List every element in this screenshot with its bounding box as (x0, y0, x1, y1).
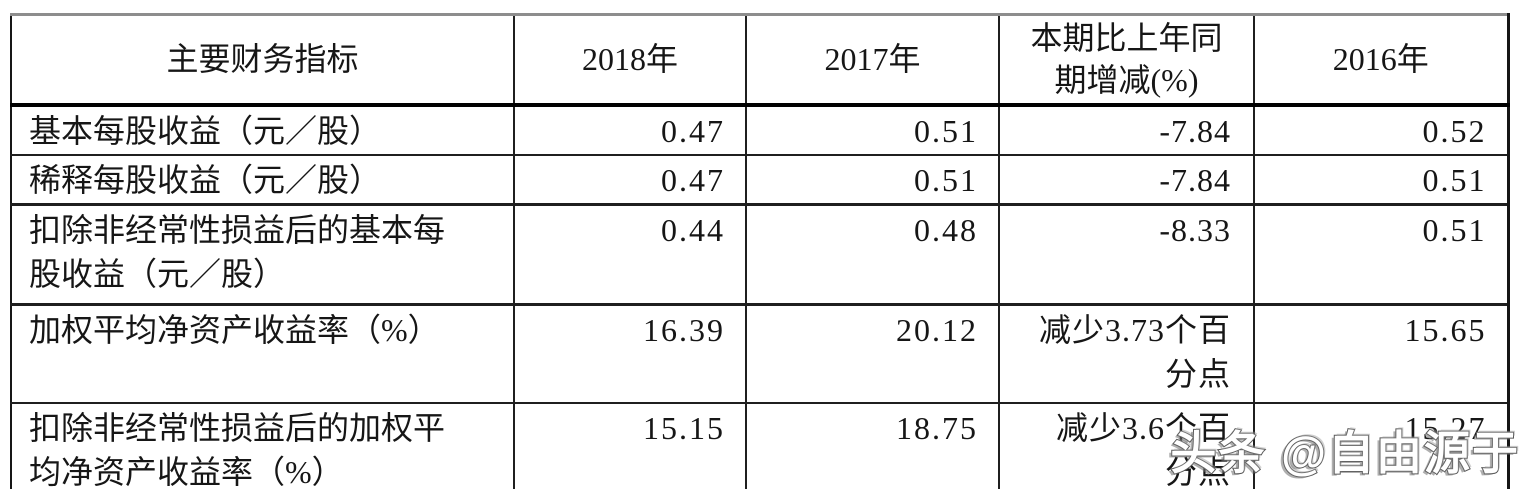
financial-indicators-table: 主要财务指标 2018年 2017年 本期比上年同 期增减(%) 2016年 基… (10, 13, 1510, 489)
table-row: 扣除非经常性损益后的加权平 均净资产收益率（%） 15.15 18.75 减少3… (10, 402, 1510, 489)
value-cell-2016: 0.51 (1253, 153, 1510, 205)
value-cell-2017: 0.51 (745, 103, 1000, 156)
header-cell-2017: 2017年 (745, 13, 1000, 107)
table-row: 基本每股收益（元／股） 0.47 0.51 -7.84 0.52 (10, 103, 1510, 156)
value-cell-2016: 15.27 (1253, 402, 1510, 489)
table-header-row: 主要财务指标 2018年 2017年 本期比上年同 期增减(%) 2016年 (10, 13, 1510, 107)
value-cell-2018: 0.44 (513, 202, 747, 305)
value-cell-2018: 0.47 (513, 103, 747, 156)
value-cell-2017: 18.75 (745, 402, 1000, 489)
header-cell-indicator: 主要财务指标 (10, 13, 515, 107)
toutiao-watermark: 头条 @自由源于 (1169, 426, 1520, 480)
indicator-cell: 扣除非经常性损益后的基本每 股收益（元／股） (10, 202, 515, 305)
change-cell: -7.84 (998, 103, 1255, 156)
value-cell-2016: 15.65 (1253, 302, 1510, 404)
header-cell-change: 本期比上年同 期增减(%) (998, 13, 1255, 107)
change-cell: 减少3.73个百 分点 (998, 302, 1255, 404)
table-row: 加权平均净资产收益率（%） 16.39 20.12 减少3.73个百 分点 15… (10, 302, 1510, 404)
value-cell-2018: 0.47 (513, 153, 747, 205)
header-cell-2016: 2016年 (1253, 13, 1510, 107)
value-cell-2017: 0.51 (745, 153, 1000, 205)
indicator-cell: 稀释每股收益（元／股） (10, 153, 515, 205)
indicator-cell: 扣除非经常性损益后的加权平 均净资产收益率（%） (10, 402, 515, 489)
indicator-cell: 加权平均净资产收益率（%） (10, 302, 515, 404)
change-cell: -7.84 (998, 153, 1255, 205)
change-cell: 减少3.6个百 分点 (998, 402, 1255, 489)
value-cell-2017: 20.12 (745, 302, 1000, 404)
change-cell: -8.33 (998, 202, 1255, 305)
value-cell-2016: 0.51 (1253, 202, 1510, 305)
value-cell-2018: 15.15 (513, 402, 747, 489)
table-row: 扣除非经常性损益后的基本每 股收益（元／股） 0.44 0.48 -8.33 0… (10, 202, 1510, 305)
indicator-cell: 基本每股收益（元／股） (10, 103, 515, 156)
value-cell-2017: 0.48 (745, 202, 1000, 305)
table-row: 稀释每股收益（元／股） 0.47 0.51 -7.84 0.51 (10, 153, 1510, 205)
value-cell-2016: 0.52 (1253, 103, 1510, 156)
value-cell-2018: 16.39 (513, 302, 747, 404)
header-cell-2018: 2018年 (513, 13, 747, 107)
